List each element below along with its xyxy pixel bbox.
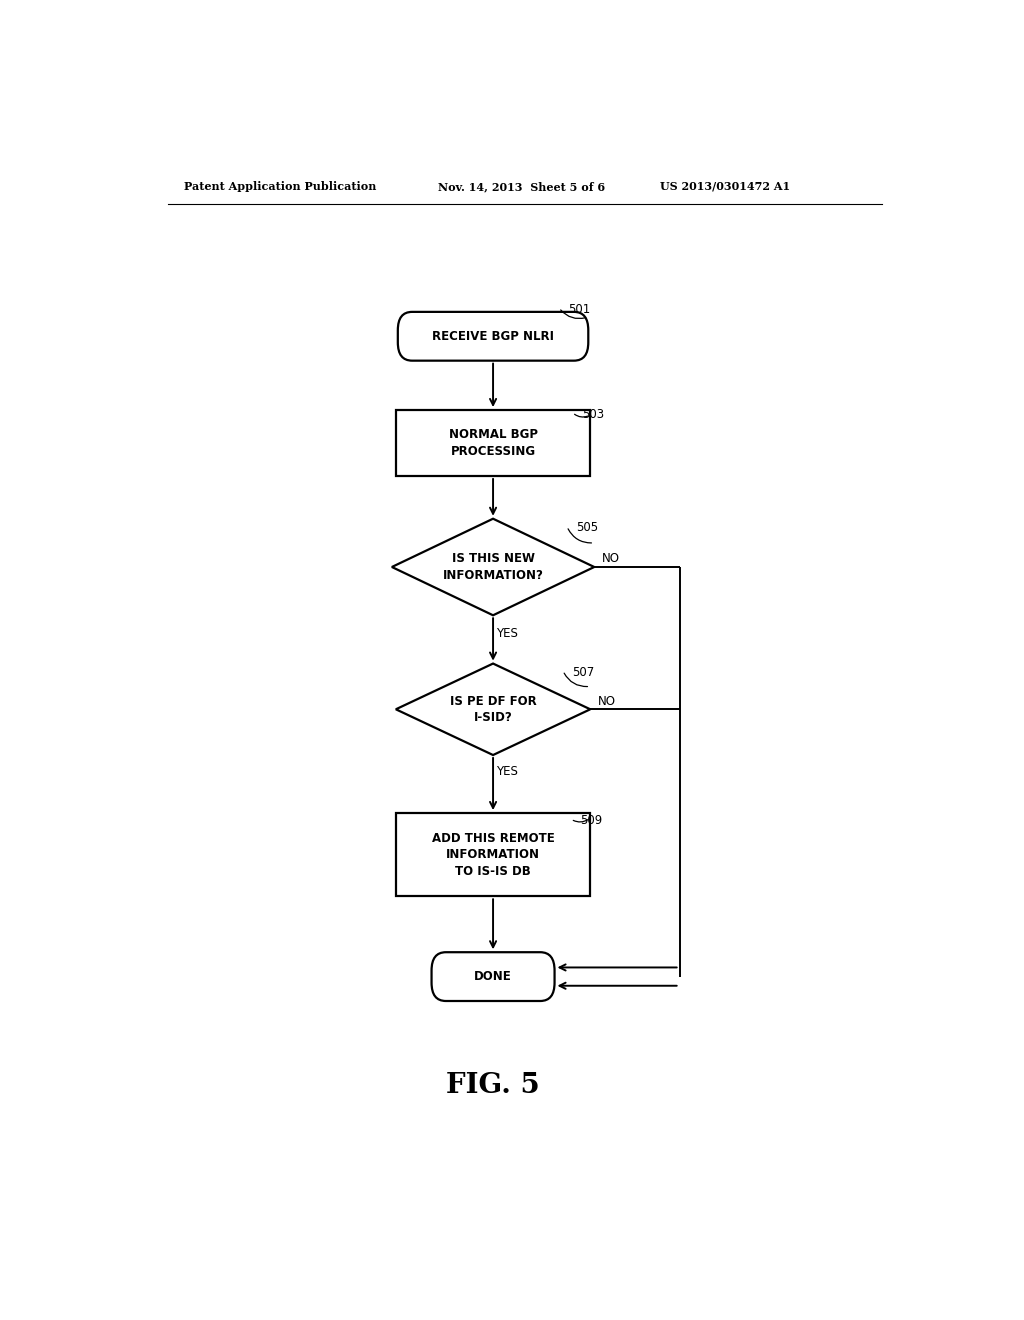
Text: ADD THIS REMOTE
INFORMATION
TO IS-IS DB: ADD THIS REMOTE INFORMATION TO IS-IS DB bbox=[432, 832, 554, 878]
Text: FIG. 5: FIG. 5 bbox=[446, 1072, 540, 1098]
Text: 503: 503 bbox=[582, 408, 604, 421]
Text: 505: 505 bbox=[577, 521, 598, 535]
Text: NO: NO bbox=[602, 552, 621, 565]
Text: Nov. 14, 2013  Sheet 5 of 6: Nov. 14, 2013 Sheet 5 of 6 bbox=[437, 181, 604, 191]
Text: DONE: DONE bbox=[474, 970, 512, 983]
Text: 507: 507 bbox=[572, 665, 595, 678]
Text: NO: NO bbox=[598, 694, 616, 708]
FancyBboxPatch shape bbox=[397, 312, 588, 360]
Bar bbox=[396, 411, 590, 477]
Text: RECEIVE BGP NLRI: RECEIVE BGP NLRI bbox=[432, 330, 554, 343]
Text: YES: YES bbox=[497, 766, 518, 779]
Text: US 2013/0301472 A1: US 2013/0301472 A1 bbox=[659, 181, 790, 191]
Text: 501: 501 bbox=[568, 304, 591, 315]
Text: IS THIS NEW
INFORMATION?: IS THIS NEW INFORMATION? bbox=[442, 552, 544, 582]
Text: YES: YES bbox=[497, 627, 518, 640]
Text: 509: 509 bbox=[581, 814, 602, 828]
Polygon shape bbox=[396, 664, 590, 755]
Bar bbox=[396, 813, 590, 896]
Polygon shape bbox=[392, 519, 594, 615]
Text: IS PE DF FOR
I-SID?: IS PE DF FOR I-SID? bbox=[450, 694, 537, 725]
FancyBboxPatch shape bbox=[431, 952, 555, 1001]
Text: NORMAL BGP
PROCESSING: NORMAL BGP PROCESSING bbox=[449, 428, 538, 458]
Text: Patent Application Publication: Patent Application Publication bbox=[183, 181, 376, 191]
